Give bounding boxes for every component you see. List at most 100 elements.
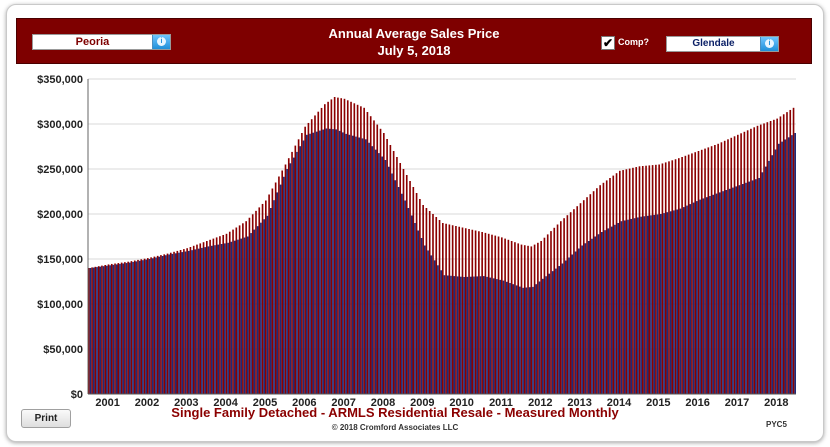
bar-peoria — [622, 170, 624, 394]
bar-glendale — [227, 242, 229, 394]
bar-glendale — [587, 241, 590, 394]
x-tick-label: 2010 — [449, 397, 473, 409]
bar-peoria — [678, 158, 680, 394]
bar-glendale — [551, 271, 554, 394]
bar-glendale — [132, 262, 134, 394]
bar-glendale — [207, 246, 210, 394]
bar-glendale — [381, 156, 383, 394]
bar-peoria — [625, 169, 628, 394]
bar-peoria — [553, 227, 556, 394]
bar-glendale — [450, 275, 452, 394]
dropdown-button[interactable]: i — [152, 35, 170, 49]
bar-glendale — [299, 146, 302, 394]
bar-peoria — [432, 214, 434, 394]
bar-glendale — [423, 245, 426, 394]
bar-glendale — [715, 193, 718, 394]
bar-glendale — [286, 169, 288, 394]
x-tick-label: 2018 — [764, 397, 788, 409]
bar-glendale — [122, 263, 125, 394]
bar-peoria — [287, 158, 290, 394]
bar-glendale — [646, 215, 649, 394]
bar-peoria — [527, 245, 529, 394]
bar-glendale — [260, 222, 262, 394]
area-select[interactable]: Peoria i — [32, 34, 171, 50]
bar-glendale — [476, 276, 479, 394]
bar-glendale — [682, 207, 685, 394]
bar-glendale — [194, 249, 197, 394]
bar-glendale — [119, 263, 121, 394]
series-peoria-bars — [88, 97, 795, 395]
bar-glendale — [673, 210, 675, 394]
bar-peoria — [389, 145, 392, 394]
bar-peoria — [655, 164, 657, 394]
bar-glendale — [128, 262, 131, 394]
bar-peoria — [638, 166, 641, 394]
bar-peoria — [789, 109, 792, 395]
bar-peoria — [156, 255, 159, 394]
bar-peoria — [691, 153, 693, 394]
bar-peoria — [386, 139, 388, 394]
bar-peoria — [707, 147, 710, 394]
bar-glendale — [578, 248, 580, 394]
bar-glendale — [522, 287, 524, 394]
bar-glendale — [233, 240, 236, 394]
bar-peoria — [245, 221, 247, 394]
bar-peoria — [451, 225, 454, 394]
bar-glendale — [355, 136, 357, 394]
bar-glendale — [315, 131, 318, 394]
bar-glendale — [702, 198, 705, 394]
comp-area-select[interactable]: Glendale i — [666, 36, 779, 52]
bar-glendale — [456, 276, 459, 394]
bar-glendale — [469, 276, 472, 394]
bar-glendale — [296, 151, 298, 394]
bar-glendale — [604, 230, 606, 394]
bar-peoria — [550, 231, 552, 394]
bar-glendale — [387, 166, 390, 394]
x-tick-label: 2015 — [646, 397, 670, 409]
info-icon: i — [765, 39, 774, 48]
print-button[interactable]: Print — [21, 409, 71, 428]
bar-peoria — [337, 97, 339, 394]
bar-peoria — [238, 225, 241, 394]
bar-glendale — [417, 230, 420, 394]
bar-peoria — [494, 235, 497, 394]
bar-glendale — [148, 259, 151, 394]
bar-peoria — [291, 151, 293, 394]
bar-peoria — [150, 257, 152, 394]
bar-glendale — [564, 260, 567, 394]
bar-glendale — [692, 202, 695, 394]
bar-peoria — [569, 212, 572, 394]
bar-glendale — [181, 252, 184, 394]
bar-peoria — [619, 170, 621, 394]
bar-peoria — [140, 259, 143, 394]
bar-peoria — [605, 180, 608, 394]
bar-glendale — [597, 234, 600, 394]
bar-glendale — [328, 128, 331, 395]
bar-glendale — [125, 263, 128, 394]
bar-peoria — [255, 210, 257, 394]
bar-glendale — [437, 265, 439, 394]
comp-checkbox[interactable]: ✔ — [601, 36, 615, 50]
bar-peoria — [206, 241, 208, 394]
bar-glendale — [755, 179, 757, 394]
bar-glendale — [650, 215, 652, 394]
bar-peoria — [651, 165, 654, 394]
bar-peoria — [169, 252, 172, 394]
bar-peoria — [392, 151, 395, 394]
bar-glendale — [210, 245, 213, 394]
bar-glendale — [558, 266, 560, 394]
dropdown-button[interactable]: i — [760, 37, 778, 51]
bar-glendale — [463, 277, 465, 394]
bar-peoria — [189, 247, 192, 394]
bar-glendale — [414, 223, 416, 394]
x-tick-label: 2009 — [410, 397, 434, 409]
bar-peoria — [727, 139, 729, 394]
bar-glendale — [774, 149, 777, 394]
bar-glendale — [466, 276, 469, 394]
bar-glendale — [637, 217, 639, 394]
bar-glendale — [112, 264, 115, 394]
bar-peoria — [405, 175, 408, 394]
bar-glendale — [273, 200, 275, 394]
bar-glendale — [224, 243, 226, 394]
bar-peoria — [94, 266, 97, 394]
